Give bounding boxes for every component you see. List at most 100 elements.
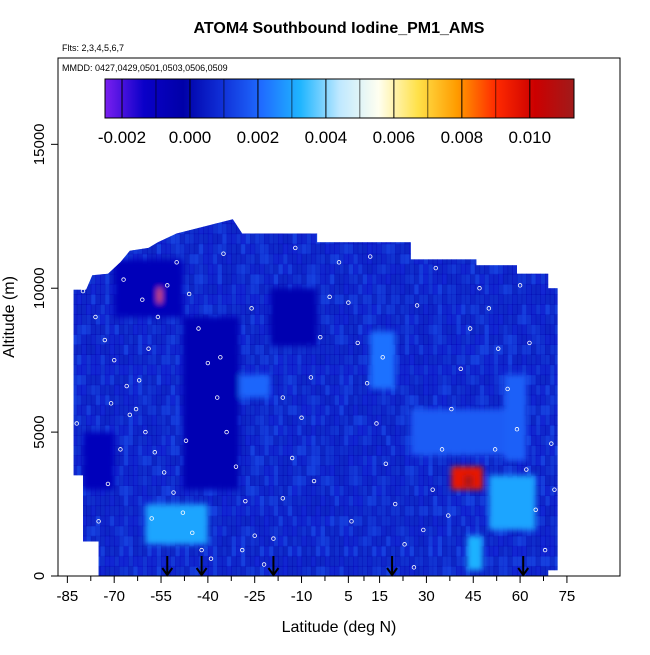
data-band-cell [67, 516, 72, 527]
data-band-cell [165, 233, 171, 245]
data-band-cell [67, 254, 72, 265]
data-band-cell [526, 334, 532, 345]
data-band-cell [189, 565, 195, 576]
data-band-cell [287, 434, 293, 446]
data-band-cell [526, 455, 532, 466]
data-band-cell [301, 384, 307, 396]
data-band-cell [376, 233, 382, 245]
sample-point [146, 346, 151, 351]
data-band-cell [100, 495, 106, 507]
data-band-cell [175, 414, 181, 426]
data-band-cell [161, 223, 167, 235]
data-band-cell [479, 233, 485, 245]
data-band-cell [488, 565, 495, 576]
data-band-cell [226, 555, 232, 567]
data-band-cell [76, 344, 83, 356]
data-band-cell [554, 283, 558, 295]
data-band-cell [254, 223, 260, 235]
data-band-cell [86, 404, 92, 416]
data-band-cell [488, 354, 495, 366]
data-band-cell [399, 334, 406, 345]
data-band-cell [479, 455, 485, 466]
data-band-cell [282, 545, 289, 557]
data-band-cell [189, 253, 195, 265]
data-band-cell [95, 535, 101, 547]
data-band-cell [451, 505, 457, 517]
data-band-cell [128, 384, 134, 396]
data-band-cell [142, 384, 148, 396]
data-band-cell [559, 294, 564, 305]
data-band-cell [460, 364, 467, 376]
data-band-cell [418, 354, 424, 366]
data-band-cell [549, 334, 556, 345]
data-band-cell [418, 293, 424, 305]
data-band-cell [423, 334, 429, 345]
data-band-cell [545, 475, 551, 486]
data-band-cell [245, 445, 251, 456]
data-band-cell [212, 263, 218, 275]
data-band-cell [132, 505, 139, 517]
data-band-cell [376, 293, 382, 305]
data-band-cell [282, 219, 289, 225]
data-band-cell [128, 223, 134, 235]
data-band-cell [81, 414, 87, 426]
data-band-cell [207, 263, 214, 275]
data-band-cell [142, 253, 148, 265]
data-band-cell [179, 384, 186, 396]
data-band-cell [329, 374, 335, 386]
data-band-cell [128, 545, 134, 557]
data-band-cell [254, 485, 260, 497]
data-band-cell [381, 485, 387, 497]
data-band-cell [109, 555, 115, 567]
data-band-cell [460, 233, 467, 245]
data-band-cell [104, 283, 111, 295]
data-band-cell [488, 283, 495, 295]
data-band-cell [381, 475, 387, 486]
data-band-cell [413, 545, 420, 557]
data-band-cell [446, 354, 452, 366]
data-band-cell [315, 374, 321, 386]
data-band-cell [212, 535, 218, 547]
data-band-cell [315, 223, 321, 235]
data-band-cell [217, 545, 223, 557]
data-band-cell [423, 495, 429, 507]
data-band-cell [226, 485, 232, 497]
data-band-cell [329, 495, 335, 507]
data-band-cell [357, 465, 364, 476]
data-band-cell [165, 475, 171, 486]
data-band-cell [67, 375, 72, 386]
data-feature [82, 432, 115, 490]
data-band-cell [507, 525, 513, 537]
data-band-cell [381, 223, 387, 235]
data-band-cell [235, 273, 242, 285]
data-band-cell [535, 555, 541, 567]
x-tick-label: 5 [344, 588, 352, 605]
data-band-cell [456, 263, 462, 275]
data-band-cell [212, 223, 218, 235]
data-band-cell [165, 344, 171, 356]
data-band-cell [287, 374, 293, 386]
data-band-cell [67, 264, 72, 275]
data-band-cell [273, 424, 279, 436]
data-band-cell [470, 253, 476, 265]
data-band-cell [395, 565, 401, 576]
data-band-cell [142, 394, 148, 406]
data-band-cell [413, 219, 420, 225]
sample-point [383, 461, 389, 466]
data-band-cell [245, 515, 251, 527]
data-band-cell [442, 455, 448, 466]
data-band-cell [456, 324, 462, 335]
data-band-cell [310, 404, 317, 416]
data-band-cell [404, 314, 410, 325]
data-band-cell [460, 565, 467, 576]
data-band-cell [240, 283, 246, 295]
data-band-cell [549, 445, 556, 456]
data-band-cell [235, 243, 242, 255]
data-band-cell [413, 314, 420, 325]
data-band-cell [226, 243, 232, 255]
data-band-cell [320, 233, 326, 245]
data-band-cell [404, 283, 410, 295]
data-band-cell [540, 293, 546, 305]
data-band-cell [217, 304, 223, 315]
data-feature [370, 331, 396, 389]
